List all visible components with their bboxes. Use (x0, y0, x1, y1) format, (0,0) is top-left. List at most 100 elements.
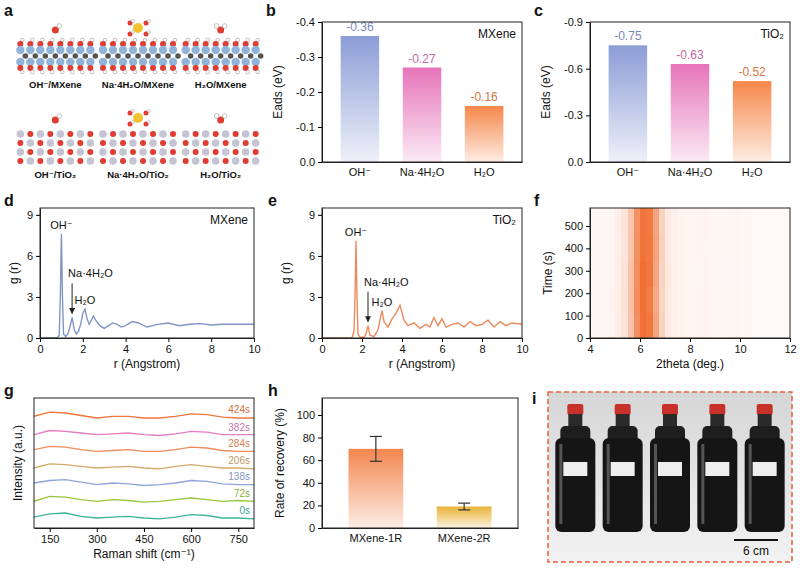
bottle-neck (616, 414, 630, 428)
atom-ti (232, 139, 240, 147)
atom-ti (99, 148, 107, 156)
atom-h (222, 24, 227, 29)
scale-label: 6 cm (743, 544, 769, 558)
structure (182, 114, 260, 165)
heat-cell (653, 208, 660, 235)
tick-mark (318, 505, 322, 506)
tick-label: 4 (123, 343, 129, 355)
atom-ti (182, 130, 190, 138)
y-axis-title: Rate of recovery (%) (273, 408, 287, 518)
atom-ti (129, 157, 137, 165)
heat-cell (590, 260, 597, 287)
panel-letter: a (4, 2, 13, 19)
heat-cell (715, 286, 722, 313)
tick: 20 (303, 499, 322, 511)
tick-label: -0.3 (564, 109, 583, 121)
atom-ti (46, 58, 54, 66)
atom-h (113, 70, 117, 74)
tick: 300 (565, 265, 590, 277)
atom-ti (119, 58, 127, 66)
tick-label: 10 (248, 343, 260, 355)
tick: 450 (135, 528, 153, 545)
tick-label: 6 (637, 343, 643, 355)
atom-h (81, 70, 85, 74)
axis-line (323, 528, 519, 529)
tick: OH⁻ (617, 166, 640, 178)
heat-cell (778, 312, 785, 338)
atom-o (223, 158, 229, 164)
tick-label: 600 (182, 533, 200, 545)
tick: 4 (587, 338, 593, 355)
heat-cell (646, 312, 653, 338)
tick-mark (318, 460, 322, 461)
heat-cell (771, 260, 778, 287)
error-bar-stem (464, 503, 465, 510)
atom-o (87, 149, 93, 155)
tick: 6 (27, 250, 40, 262)
heat-cell (628, 208, 635, 235)
tick-mark (482, 338, 483, 342)
series-label: 138s (228, 471, 250, 482)
tick-label: 60 (303, 454, 315, 466)
atom-h (31, 70, 35, 74)
heat-cell (746, 208, 753, 235)
tick-mark (211, 338, 212, 342)
panel-letter: i (532, 390, 536, 407)
structure (99, 20, 181, 74)
panel-letter: g (4, 382, 14, 399)
atom-o (77, 158, 83, 164)
heat-cell (590, 286, 597, 313)
heat-cell (665, 260, 672, 287)
tick: 500 (565, 220, 590, 232)
tick: OH⁻ (349, 166, 372, 178)
series-label: 382s (228, 422, 250, 433)
atom-ti (109, 157, 117, 165)
tick-mark (238, 528, 239, 532)
tick-label: 10 (734, 343, 746, 355)
heat-cell (709, 234, 716, 261)
atom-ti (222, 148, 230, 156)
heat-cell (659, 208, 666, 235)
tick-label: 0.0 (568, 156, 583, 168)
bottle-label (611, 462, 635, 476)
tick-label: 0 (27, 332, 33, 344)
atom-h (132, 110, 135, 113)
tick-mark (126, 338, 127, 342)
x-axis-title: r (Angstrom) (114, 357, 181, 371)
y-axis: 0.0-0.1-0.2-0.3-0.4 (296, 16, 322, 168)
atom-ti (129, 58, 137, 66)
tick-mark (790, 338, 791, 342)
tick: H₂O (742, 166, 763, 178)
atom-ti (16, 46, 24, 54)
atom-ti (66, 46, 74, 54)
atom-c (175, 53, 181, 59)
structure (16, 24, 98, 74)
plot-frame (40, 208, 254, 338)
bottle-body (697, 438, 737, 532)
heat-cell (690, 208, 697, 235)
y-axis: 020406080100 (297, 399, 323, 535)
tick-label: OH⁻ (617, 166, 640, 178)
error-bar-cap (370, 461, 382, 462)
heat-cell (746, 312, 753, 338)
tick: 60 (303, 454, 322, 466)
atom-ti (139, 58, 147, 66)
tick: 0 (309, 522, 322, 534)
atom-o (170, 149, 176, 155)
tick-mark (402, 338, 403, 342)
tick-mark (318, 338, 322, 339)
heat-cell (634, 260, 641, 287)
bar (348, 449, 403, 528)
atom-ti (27, 139, 35, 147)
tick-label: -0.9 (564, 16, 583, 28)
atom-c (53, 53, 59, 59)
tick-label: 8 (687, 343, 693, 355)
plot-marks (609, 45, 772, 162)
error-bar-cap (458, 509, 470, 510)
tick-mark (586, 226, 590, 227)
heat-cell (653, 312, 660, 338)
atom-c (145, 53, 151, 59)
atom-o (17, 158, 23, 164)
heat-cell (721, 286, 728, 313)
heat-cell (615, 234, 622, 261)
